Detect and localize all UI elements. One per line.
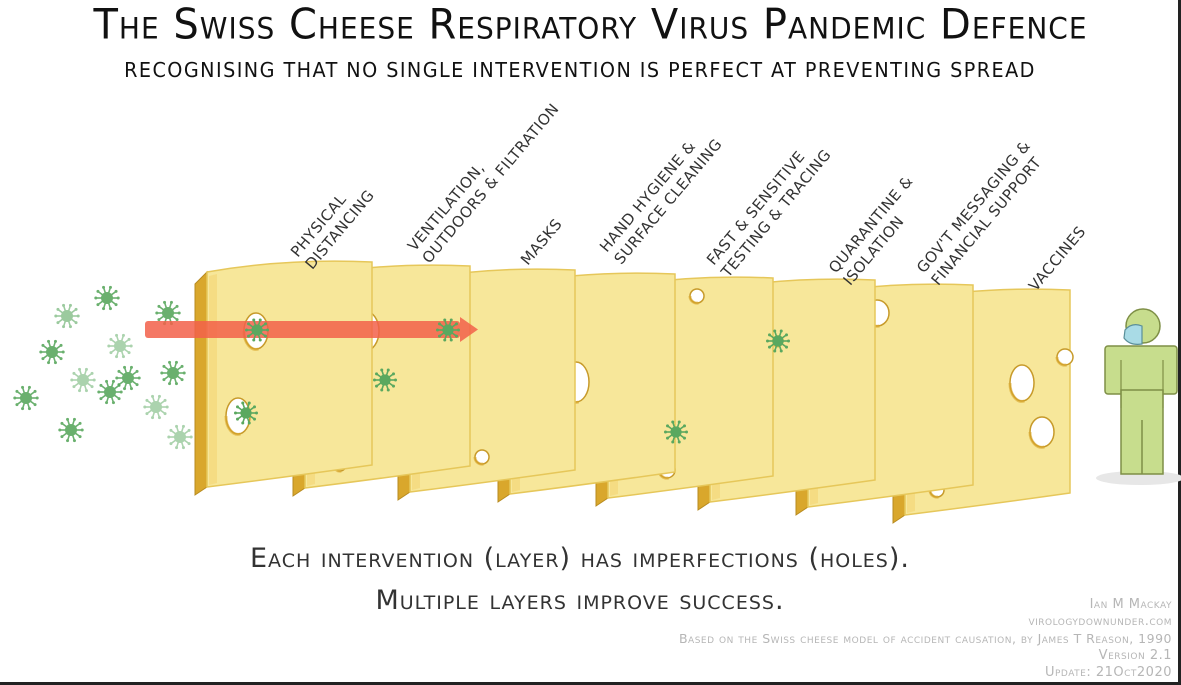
virus-icon — [13, 385, 39, 411]
virus-cloud — [13, 285, 237, 450]
virus-icon — [664, 420, 688, 444]
virus-icon — [39, 339, 65, 365]
virus-icon — [234, 401, 258, 425]
virus-icon — [245, 318, 269, 342]
penetration-arrow — [145, 317, 478, 342]
cheese-layers — [194, 260, 1074, 524]
virus-icon — [54, 303, 80, 329]
diagram-title: The Swiss Cheese Respiratory Virus Pande… — [93, 0, 1088, 50]
virus-icon — [766, 329, 790, 353]
credit-based-on: Based on the Swiss cheese model of accid… — [678, 631, 1172, 646]
credit-update: Update: 21Oct2020 — [1044, 665, 1172, 680]
virus-icon — [94, 285, 120, 311]
virus-icon — [97, 379, 123, 405]
virus-icon — [160, 360, 186, 386]
virus-in-holes — [234, 318, 790, 444]
virus-icon — [373, 368, 397, 392]
credit-site: virologydownunder.com — [1028, 614, 1172, 629]
caption-line-1: Each intervention (layer) has imperfecti… — [250, 543, 910, 574]
virus-icon — [167, 424, 193, 450]
credit-version: Version 2.1 — [1098, 648, 1172, 663]
caption-line-2: Multiple layers improve success. — [375, 585, 785, 616]
credit-author: Ian M Mackay — [1089, 597, 1172, 612]
virus-icon — [58, 417, 84, 443]
virus-icon — [115, 365, 141, 391]
cheese-slice — [194, 260, 373, 496]
virus-icon — [70, 367, 96, 393]
virus-icon — [107, 333, 133, 359]
virus-icon — [143, 394, 169, 420]
virus-icon — [436, 318, 460, 342]
diagram-subtitle: RECOGNISING THAT NO SINGLE INTERVENTION … — [124, 58, 1036, 82]
masked-person — [1096, 308, 1181, 485]
